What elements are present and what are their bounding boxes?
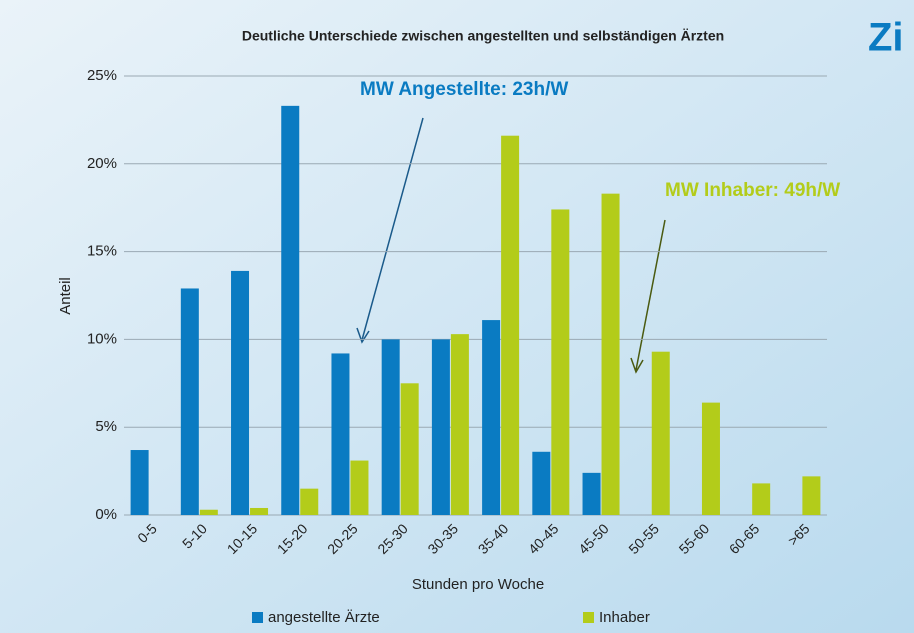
bar: [431, 339, 450, 515]
y-tick-label: 20%: [87, 155, 117, 172]
bar: [250, 507, 269, 515]
y-tick-label: 5%: [95, 418, 117, 435]
y-tick-label: 25%: [87, 67, 117, 84]
chart-title: Deutliche Unterschiede zwischen angestel…: [242, 28, 724, 44]
bar: [199, 509, 218, 515]
bar: [752, 483, 771, 515]
logo: Zi: [868, 16, 904, 60]
bar: [450, 334, 469, 515]
bar: [701, 402, 720, 515]
bar: [582, 472, 601, 515]
bar: [331, 353, 350, 515]
arrows: [356, 117, 666, 374]
y-tick-label: 0%: [95, 506, 117, 523]
bar: [601, 193, 620, 516]
bar: [231, 270, 250, 515]
annotation: MW Inhaber: 49h/W: [665, 180, 840, 201]
bar: [501, 135, 520, 516]
bar: [300, 488, 319, 515]
y-axis-label: Anteil: [57, 277, 74, 315]
legend-label: Inhaber: [599, 609, 650, 626]
bar: [651, 351, 670, 515]
legend-swatch: [252, 612, 263, 623]
annotation: MW Angestellte: 23h/W: [360, 79, 568, 100]
bar: [482, 320, 501, 515]
bar: [350, 460, 369, 515]
bar: [532, 451, 551, 515]
legend-label: angestellte Ärzte: [268, 609, 380, 626]
bar: [381, 339, 400, 515]
bar: [802, 476, 821, 515]
bar: [130, 450, 149, 515]
bar: [180, 288, 199, 515]
x-axis-label: Stunden pro Woche: [412, 576, 544, 593]
bar: [400, 383, 419, 515]
y-tick-label: 10%: [87, 330, 117, 347]
bar: [551, 209, 570, 515]
legend-swatch: [583, 612, 594, 623]
y-tick-label: 15%: [87, 243, 117, 260]
bar: [281, 105, 300, 516]
